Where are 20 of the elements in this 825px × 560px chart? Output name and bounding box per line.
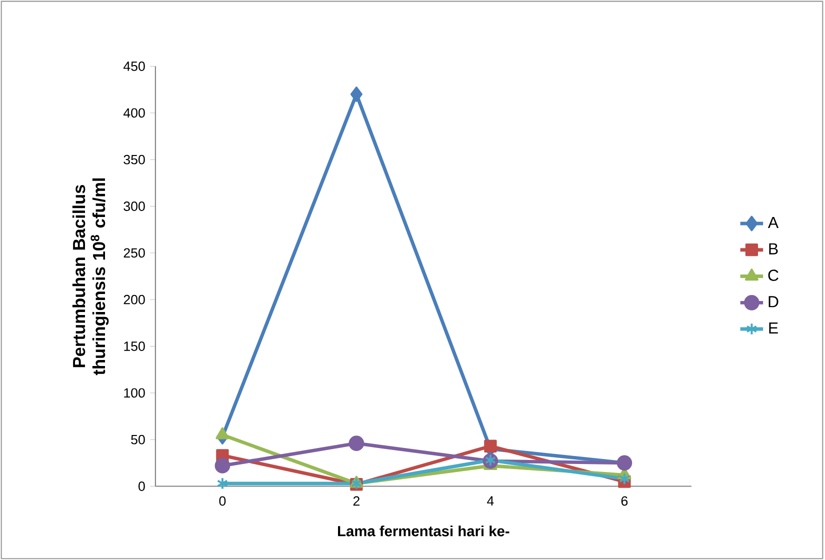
y-tick-label: 450: [123, 62, 145, 71]
y-tick-label: 0: [138, 482, 145, 491]
y-tick-label: 150: [124, 342, 145, 351]
y-tick-label: 50: [131, 434, 145, 444]
legend-label: B: [769, 243, 778, 254]
y-tick-label: 400: [123, 108, 145, 118]
x-tick-label: 0: [219, 496, 226, 506]
y-tick-label: 350: [124, 154, 145, 164]
legend-label: A: [768, 217, 779, 228]
y-tick-label: 300: [124, 202, 145, 211]
legend-label: D: [768, 296, 778, 308]
y-tick-label: 250: [124, 248, 145, 258]
x-tick-label: 6: [621, 496, 628, 506]
x-axis-title: Lama fermentasi hari ke-: [338, 526, 510, 536]
legend-label: C: [768, 270, 778, 281]
x-tick-label: 2: [353, 496, 360, 506]
y-tick-label: 200: [124, 294, 145, 304]
legend-label: E: [769, 322, 778, 334]
y-tick-label: 100: [124, 388, 145, 398]
x-tick-label: 4: [487, 496, 494, 506]
